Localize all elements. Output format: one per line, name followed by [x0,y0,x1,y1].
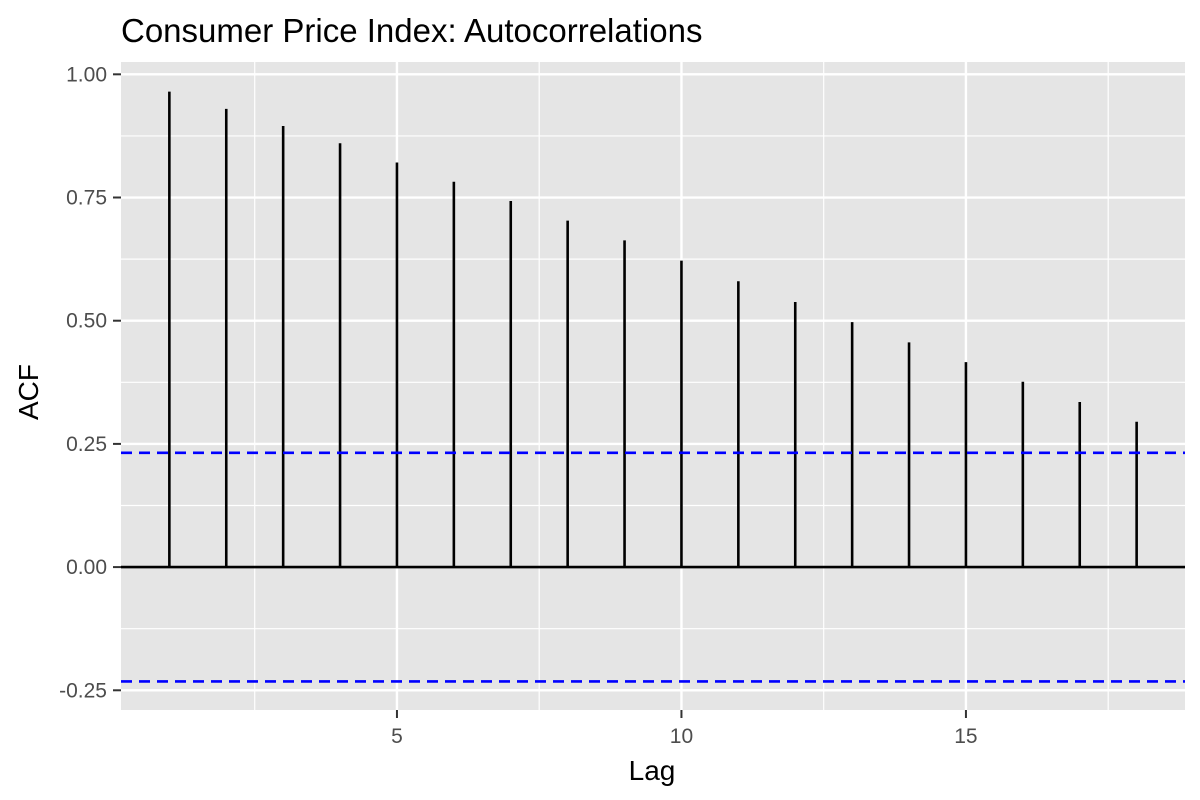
x-axis-title: Lag [629,755,676,786]
confidence-bounds [121,451,1185,683]
y-tick-label: 0.00 [66,556,107,579]
y-tick-label: 1.00 [66,63,107,86]
x-tick-label: 10 [670,725,693,748]
acf-bars [168,91,1138,568]
y-tick-label: 0.50 [66,310,107,333]
y-axis-title: ACF [13,364,44,420]
x-tick-label: 15 [954,725,977,748]
y-tick-label: 0.25 [66,433,107,456]
minor-gridlines [121,62,1185,710]
y-tick-label: -0.25 [59,679,107,702]
x-tick-label: 5 [391,725,403,748]
x-axis: 5 10 15 [391,710,978,748]
plot-panel [121,62,1185,710]
y-tick-label: 0.75 [66,187,107,210]
y-axis: 1.00 0.75 0.50 0.25 0.00 -0.25 [59,63,121,702]
chart-title: Consumer Price Index: Autocorrelations [121,12,702,49]
